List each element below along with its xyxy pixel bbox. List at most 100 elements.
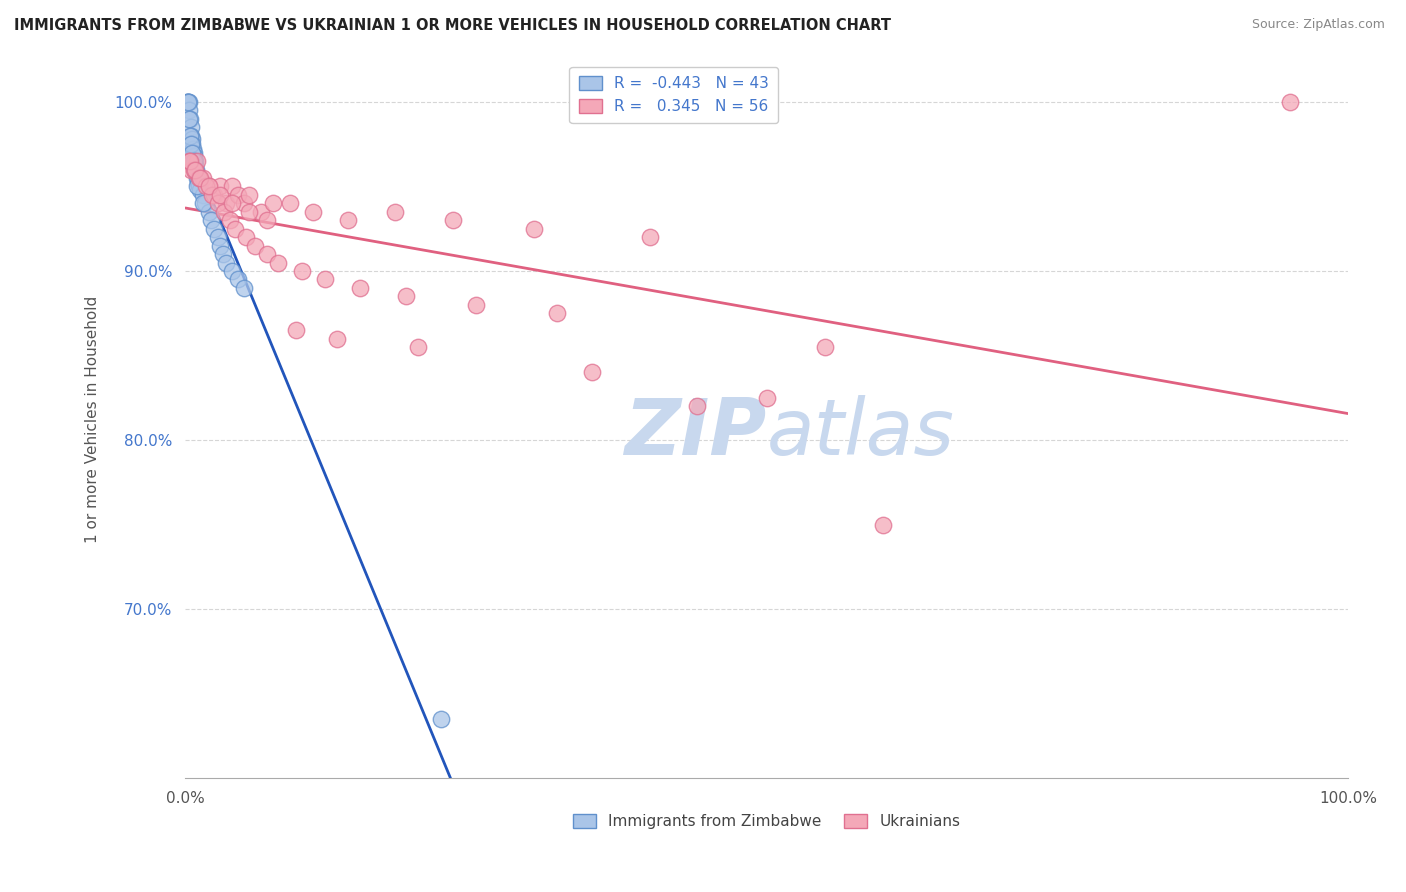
Legend: Immigrants from Zimbabwe, Ukrainians: Immigrants from Zimbabwe, Ukrainians — [567, 808, 966, 835]
Point — [179, 103, 201, 118]
Point — [183, 154, 205, 169]
Point — [207, 196, 229, 211]
Point — [755, 391, 778, 405]
Point — [191, 196, 214, 211]
Point — [177, 95, 200, 109]
Point — [640, 230, 662, 244]
Point — [180, 120, 202, 135]
Point — [349, 281, 371, 295]
Point — [183, 149, 205, 163]
Point — [209, 179, 232, 194]
Point — [546, 306, 568, 320]
Point — [190, 171, 212, 186]
Point — [197, 179, 219, 194]
Point — [183, 162, 205, 177]
Point — [209, 187, 232, 202]
Point — [218, 213, 240, 227]
Point — [581, 366, 603, 380]
Point — [250, 204, 273, 219]
Point — [314, 272, 336, 286]
Point — [232, 196, 254, 211]
Point — [191, 187, 214, 202]
Point — [176, 95, 198, 109]
Point — [395, 289, 418, 303]
Point — [179, 128, 201, 143]
Point — [204, 221, 226, 235]
Point — [194, 196, 217, 211]
Point — [197, 179, 219, 194]
Point — [184, 162, 207, 177]
Point — [441, 213, 464, 227]
Point — [221, 179, 243, 194]
Point — [181, 145, 204, 160]
Point — [686, 399, 709, 413]
Point — [180, 162, 202, 177]
Point — [180, 137, 202, 152]
Point — [523, 221, 546, 235]
Point — [221, 264, 243, 278]
Point — [191, 171, 214, 186]
Point — [183, 162, 205, 177]
Point — [200, 213, 222, 227]
Point — [256, 247, 278, 261]
Text: IMMIGRANTS FROM ZIMBABWE VS UKRAINIAN 1 OR MORE VEHICLES IN HOUSEHOLD CORRELATIO: IMMIGRANTS FROM ZIMBABWE VS UKRAINIAN 1 … — [14, 18, 891, 33]
Point — [226, 187, 249, 202]
Point — [406, 340, 429, 354]
Point — [262, 196, 284, 211]
Point — [235, 230, 257, 244]
Point — [204, 187, 226, 202]
Point — [221, 196, 243, 211]
Point — [226, 272, 249, 286]
Point — [195, 179, 218, 194]
Point — [177, 95, 200, 109]
Point — [183, 162, 205, 177]
Point — [1278, 95, 1301, 109]
Point — [238, 187, 260, 202]
Point — [177, 112, 200, 126]
Point — [190, 183, 212, 197]
Point — [188, 179, 211, 194]
Point — [179, 112, 201, 126]
Point — [430, 712, 453, 726]
Point — [325, 332, 347, 346]
Point — [207, 230, 229, 244]
Point — [302, 204, 325, 219]
Point — [181, 142, 204, 156]
Point — [872, 517, 894, 532]
Text: ZIP: ZIP — [624, 395, 766, 471]
Point — [177, 95, 200, 109]
Point — [267, 255, 290, 269]
Point — [465, 298, 488, 312]
Point — [201, 187, 224, 202]
Point — [177, 95, 200, 109]
Point — [291, 264, 314, 278]
Point — [215, 196, 238, 211]
Point — [814, 340, 837, 354]
Point — [177, 154, 200, 169]
Point — [256, 213, 278, 227]
Point — [179, 154, 201, 169]
Point — [384, 204, 406, 219]
Text: Source: ZipAtlas.com: Source: ZipAtlas.com — [1251, 18, 1385, 31]
Text: atlas: atlas — [766, 395, 955, 471]
Point — [243, 238, 266, 252]
Point — [186, 171, 208, 186]
Point — [337, 213, 360, 227]
Point — [215, 255, 238, 269]
Point — [183, 154, 205, 169]
Point — [183, 145, 205, 160]
Point — [232, 281, 254, 295]
Point — [212, 204, 235, 219]
Point — [187, 176, 209, 190]
Point — [278, 196, 301, 211]
Point — [184, 159, 207, 173]
Point — [211, 247, 233, 261]
Point — [180, 128, 202, 143]
Point — [197, 204, 219, 219]
Point — [186, 166, 208, 180]
Point — [186, 154, 208, 169]
Point — [224, 221, 246, 235]
Point — [284, 323, 307, 337]
Point — [186, 179, 208, 194]
Point — [209, 238, 232, 252]
